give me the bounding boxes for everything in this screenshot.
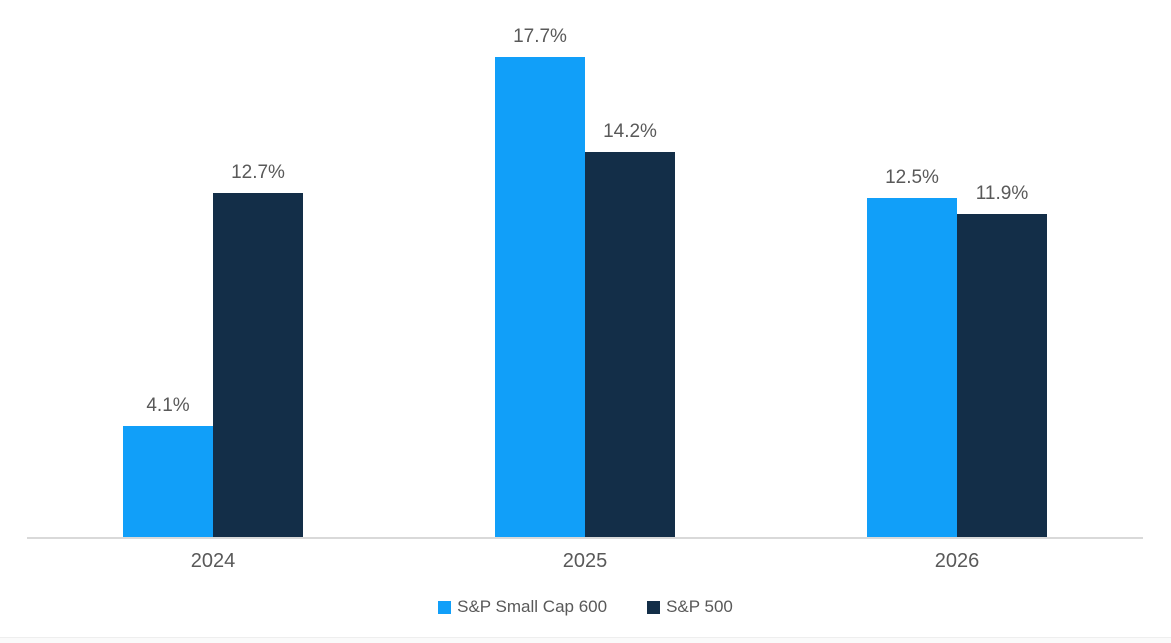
value-label-s-p-500-2024: 12.7% <box>231 162 285 183</box>
legend-swatch-icon-s-p-small-cap-600 <box>438 600 452 614</box>
bar-s-p-500-2025 <box>585 152 675 537</box>
value-label-s-p-500-2025: 14.2% <box>603 121 657 142</box>
value-label-s-p-small-cap-600-2024: 4.1% <box>146 395 190 416</box>
value-label-s-p-small-cap-600-2026: 12.5% <box>885 167 939 188</box>
x-axis-label-2024: 2024 <box>190 550 236 572</box>
x-axis-line <box>27 537 1143 539</box>
x-axis-label-2026: 2026 <box>934 550 980 572</box>
bottom-strip <box>0 637 1171 643</box>
bar-s-p-small-cap-600-2025 <box>495 57 585 537</box>
bar-s-p-small-cap-600-2026 <box>867 198 957 537</box>
legend-label-s-p-500: S&P 500 <box>666 597 733 616</box>
legend: S&P Small Cap 600 S&P 500 <box>0 597 1171 617</box>
bar-s-p-500-2024 <box>213 193 303 537</box>
value-label-s-p-small-cap-600-2025: 17.7% <box>513 26 567 47</box>
legend-label-s-p-small-cap-600: S&P Small Cap 600 <box>457 597 608 616</box>
bar-s-p-small-cap-600-2024 <box>123 426 213 537</box>
legend-item-s-p-500: S&P 500 <box>647 597 733 617</box>
bar-s-p-500-2026 <box>957 214 1047 537</box>
legend-item-s-p-small-cap-600: S&P Small Cap 600 <box>438 597 607 617</box>
value-label-s-p-500-2026: 11.9% <box>975 183 1029 204</box>
legend-swatch-icon-s-p-500 <box>647 600 661 614</box>
x-axis-label-2025: 2025 <box>562 550 608 572</box>
